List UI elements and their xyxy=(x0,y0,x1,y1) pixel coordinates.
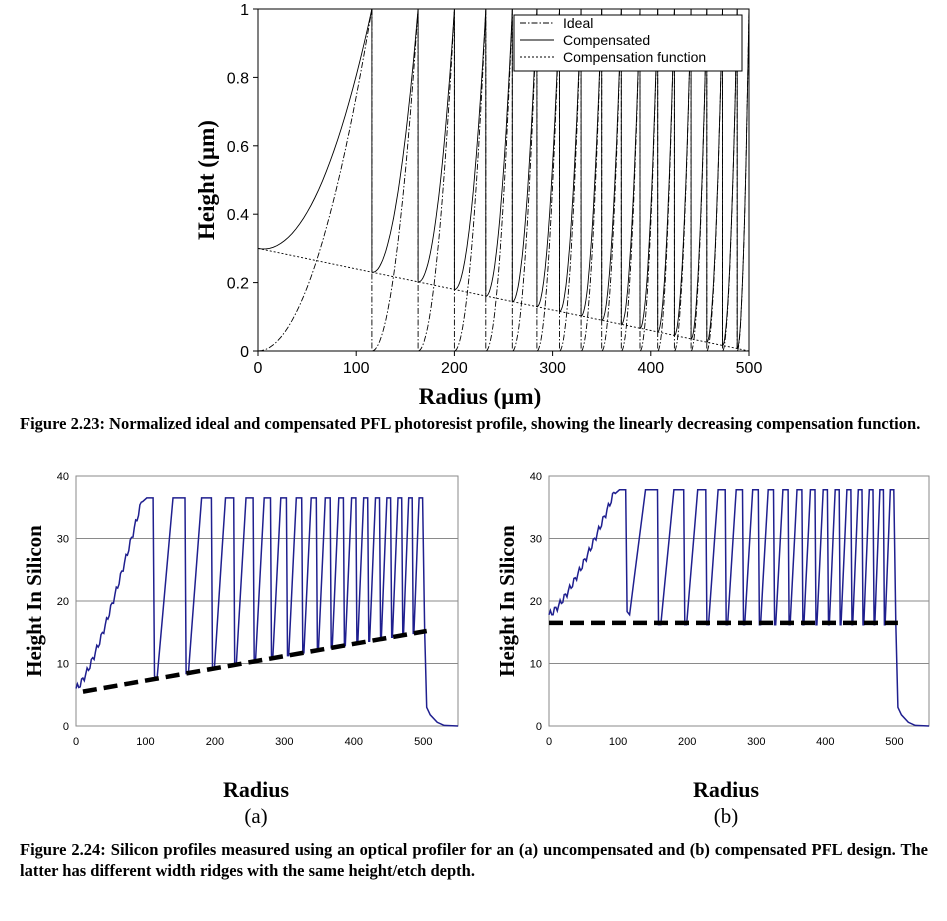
y-tick-label: 0.4 xyxy=(227,207,249,224)
figure-2-24-caption: Figure 2.24: Silicon profiles measured u… xyxy=(20,840,928,880)
panel-label: (a) xyxy=(244,804,267,828)
plot-frame xyxy=(257,8,750,352)
legend-label: Ideal xyxy=(563,15,593,31)
x-tick-label: 500 xyxy=(736,360,763,377)
x-tick-label: 0 xyxy=(546,736,552,748)
y-tick-label: 40 xyxy=(57,471,69,483)
x-tick-label: 100 xyxy=(136,736,154,748)
y-tick-label: 0 xyxy=(240,344,249,361)
x-tick-label: 100 xyxy=(609,736,627,748)
legend-label: Compensated xyxy=(563,32,650,48)
legend-box xyxy=(513,14,743,72)
compensation-function-series-line xyxy=(257,247,750,352)
x-tick-label: 500 xyxy=(414,736,432,748)
x-tick-label: 200 xyxy=(678,736,696,748)
y-axis-label: Height (µm) xyxy=(194,120,219,240)
y-tick-label: 0 xyxy=(536,721,542,733)
x-tick-label: 400 xyxy=(637,360,664,377)
x-tick-label: 300 xyxy=(747,736,765,748)
x-tick-label: 200 xyxy=(441,360,468,377)
x-tick-label: 500 xyxy=(885,736,903,748)
x-tick-label: 300 xyxy=(539,360,566,377)
y-tick-label: 20 xyxy=(530,596,542,608)
y-tick-label: 0 xyxy=(63,721,69,733)
y-tick-label: 10 xyxy=(57,659,69,671)
x-tick-label: 200 xyxy=(206,736,224,748)
x-axis-label: Radius xyxy=(223,777,289,802)
x-tick-label: 400 xyxy=(816,736,834,748)
measured-profile-line xyxy=(548,489,930,727)
figure-2-23-caption: Figure 2.23: Normalized ideal and compen… xyxy=(20,414,921,433)
x-tick-label: 100 xyxy=(343,360,370,377)
x-tick-label: 0 xyxy=(254,360,263,377)
plot-frame xyxy=(75,475,459,727)
x-axis-label: Radius (µm) xyxy=(419,384,542,409)
y-tick-label: 30 xyxy=(530,534,542,546)
y-tick-label: 40 xyxy=(530,471,542,483)
compensated-series-line xyxy=(257,8,750,351)
y-tick-label: 30 xyxy=(57,534,69,546)
panel-label: (b) xyxy=(714,804,739,828)
legend-label: Compensation function xyxy=(563,49,706,65)
measured-profile-line xyxy=(75,497,459,727)
fig223-chart: 0 0.2 0.4 0.6 0.8 1 0 100 200 300 400 500 Radius (µm… xyxy=(194,2,762,409)
y-axis-label: Height In Silicon xyxy=(22,525,46,677)
baseline-dashed-line xyxy=(82,628,428,694)
y-tick-label: 0.2 xyxy=(227,276,249,293)
x-tick-label: 0 xyxy=(73,736,79,748)
y-axis-label: Height In Silicon xyxy=(495,525,519,677)
y-tick-label: 0.8 xyxy=(227,70,249,87)
plot-frame xyxy=(548,475,930,727)
x-tick-label: 300 xyxy=(275,736,293,748)
y-tick-label: 1 xyxy=(240,2,249,19)
x-tick-label: 400 xyxy=(345,736,363,748)
y-tick-label: 20 xyxy=(57,596,69,608)
x-axis-label: Radius xyxy=(693,777,759,802)
y-tick-label: 0.6 xyxy=(227,139,249,156)
y-tick-label: 10 xyxy=(530,659,542,671)
